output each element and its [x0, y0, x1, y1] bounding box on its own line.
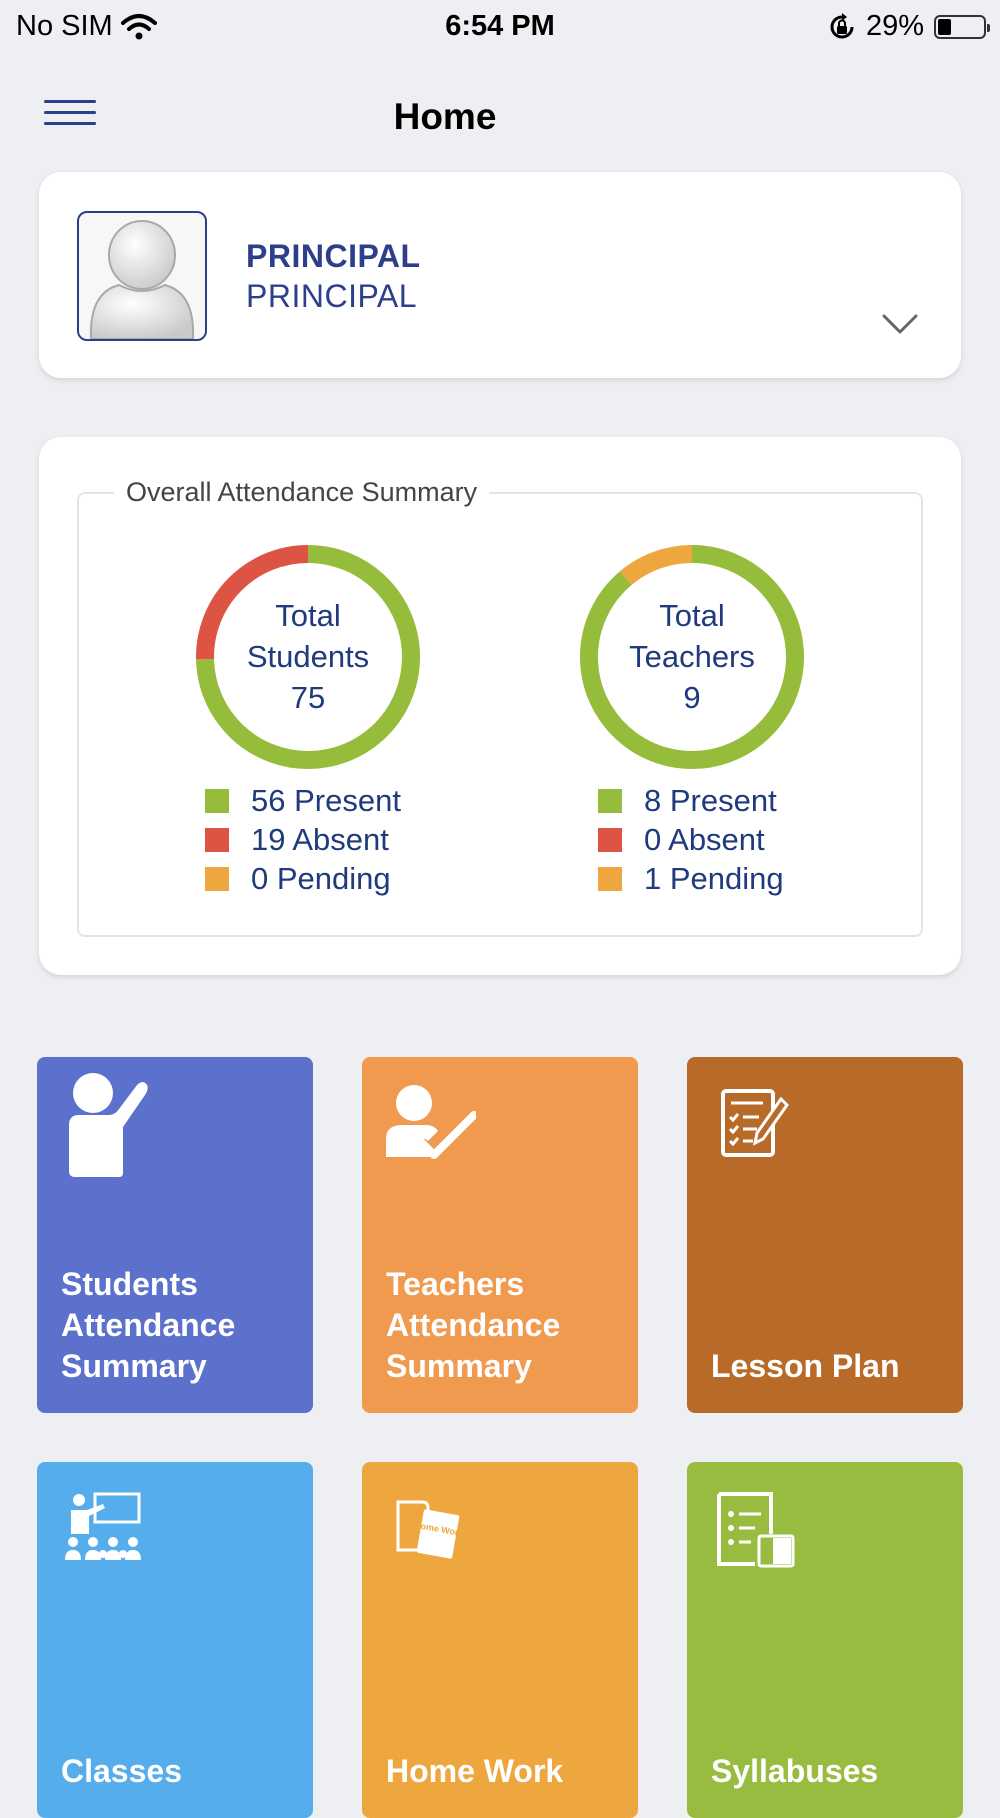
students-total-count: 75: [290, 680, 326, 715]
attendance-title: Overall Attendance Summary: [114, 477, 490, 508]
profile-role: PRINCIPAL: [246, 278, 418, 314]
students-total-line1: Total: [275, 598, 341, 633]
tile-classes[interactable]: Classes: [37, 1462, 313, 1818]
students-absent: 19 Absent: [251, 821, 389, 857]
clock: 6:54 PM: [445, 10, 555, 42]
teachers-donut-chart: [580, 545, 804, 769]
students-legend: 56 Present 19 Absent 0 Pending: [205, 781, 401, 898]
avatar: [77, 211, 207, 341]
battery-percent: 29%: [865, 10, 924, 42]
teachers-pending-row: 1 Pending: [598, 859, 784, 898]
absent-swatch: [598, 827, 622, 852]
tile-home-work[interactable]: Home Work Home Work: [362, 1462, 638, 1818]
syllabus-icon: [717, 1492, 795, 1568]
tile-label: Classes: [61, 1753, 182, 1789]
homework-icon: Home Work: [396, 1500, 462, 1559]
absent-swatch: [205, 827, 229, 852]
tile-lesson-plan[interactable]: Lesson Plan: [687, 1057, 963, 1413]
attendance-frame: [77, 492, 923, 937]
status-left: No SIM: [16, 10, 157, 43]
students-present-row: 56 Present: [205, 781, 401, 820]
pending-swatch: [205, 866, 229, 891]
wifi-icon: [120, 13, 157, 39]
teachers-pending-segment: [620, 545, 693, 586]
teachers-absent: 0 Absent: [644, 821, 765, 857]
tile-label: Lesson Plan: [711, 1348, 900, 1384]
battery-icon: [934, 14, 990, 39]
teachers-present-segment: [580, 545, 804, 769]
teachers-total-line2: Teachers: [629, 639, 755, 674]
user-placeholder-icon: [89, 220, 195, 339]
classroom-icon: [65, 1492, 141, 1560]
rotation-lock-icon: [830, 12, 854, 38]
battery-fill: [938, 18, 951, 35]
pending-swatch: [598, 866, 622, 891]
status-right: 29%: [828, 10, 990, 43]
students-pending: 0 Pending: [251, 860, 391, 896]
profile-name: PRINCIPAL: [246, 238, 421, 274]
students-total-line2: Students: [246, 639, 370, 674]
status-bar: No SIM 6:54 PM 29%: [0, 0, 1000, 52]
chevron-down-icon[interactable]: [880, 310, 920, 338]
student-raise-hand-icon: [69, 1073, 148, 1177]
attendance-card: [39, 437, 961, 975]
tile-label: Students Attendance Summary: [61, 1266, 236, 1384]
students-absent-row: 19 Absent: [205, 820, 401, 859]
teacher-check-icon: [386, 1085, 476, 1159]
present-swatch: [598, 788, 622, 813]
tile-syllabuses[interactable]: Syllabuses: [687, 1462, 963, 1818]
tile-teachers-attendance-summary[interactable]: Teachers Attendance Summary: [362, 1057, 638, 1413]
teachers-absent-row: 0 Absent: [598, 820, 784, 859]
tile-label: Syllabuses: [711, 1753, 879, 1789]
teachers-total-line1: Total: [659, 598, 725, 633]
page-title: Home: [393, 96, 497, 137]
hamburger-menu-icon[interactable]: [44, 100, 96, 132]
tile-students-attendance-summary[interactable]: Students Attendance Summary: [37, 1057, 313, 1413]
students-absent-segment: [196, 545, 309, 660]
teachers-present: 8 Present: [644, 782, 777, 818]
students-donut-chart: [196, 545, 420, 769]
teachers-legend: 8 Present 0 Absent 1 Pending: [598, 781, 784, 898]
lesson-plan-icon: [721, 1089, 789, 1157]
students-present: 56 Present: [251, 782, 401, 818]
tile-label: Teachers Attendance Summary: [386, 1266, 561, 1384]
teachers-total-count: 9: [683, 680, 701, 715]
teachers-pending: 1 Pending: [644, 860, 784, 896]
carrier-label: No SIM: [16, 10, 113, 42]
students-present-segment: [196, 545, 420, 769]
present-swatch: [205, 788, 229, 813]
students-donut-label: Total Students 75: [193, 595, 423, 718]
students-pending-row: 0 Pending: [205, 859, 401, 898]
teachers-present-row: 8 Present: [598, 781, 784, 820]
teachers-donut-label: Total Teachers 9: [577, 595, 807, 718]
tile-label: Home Work: [386, 1753, 564, 1789]
